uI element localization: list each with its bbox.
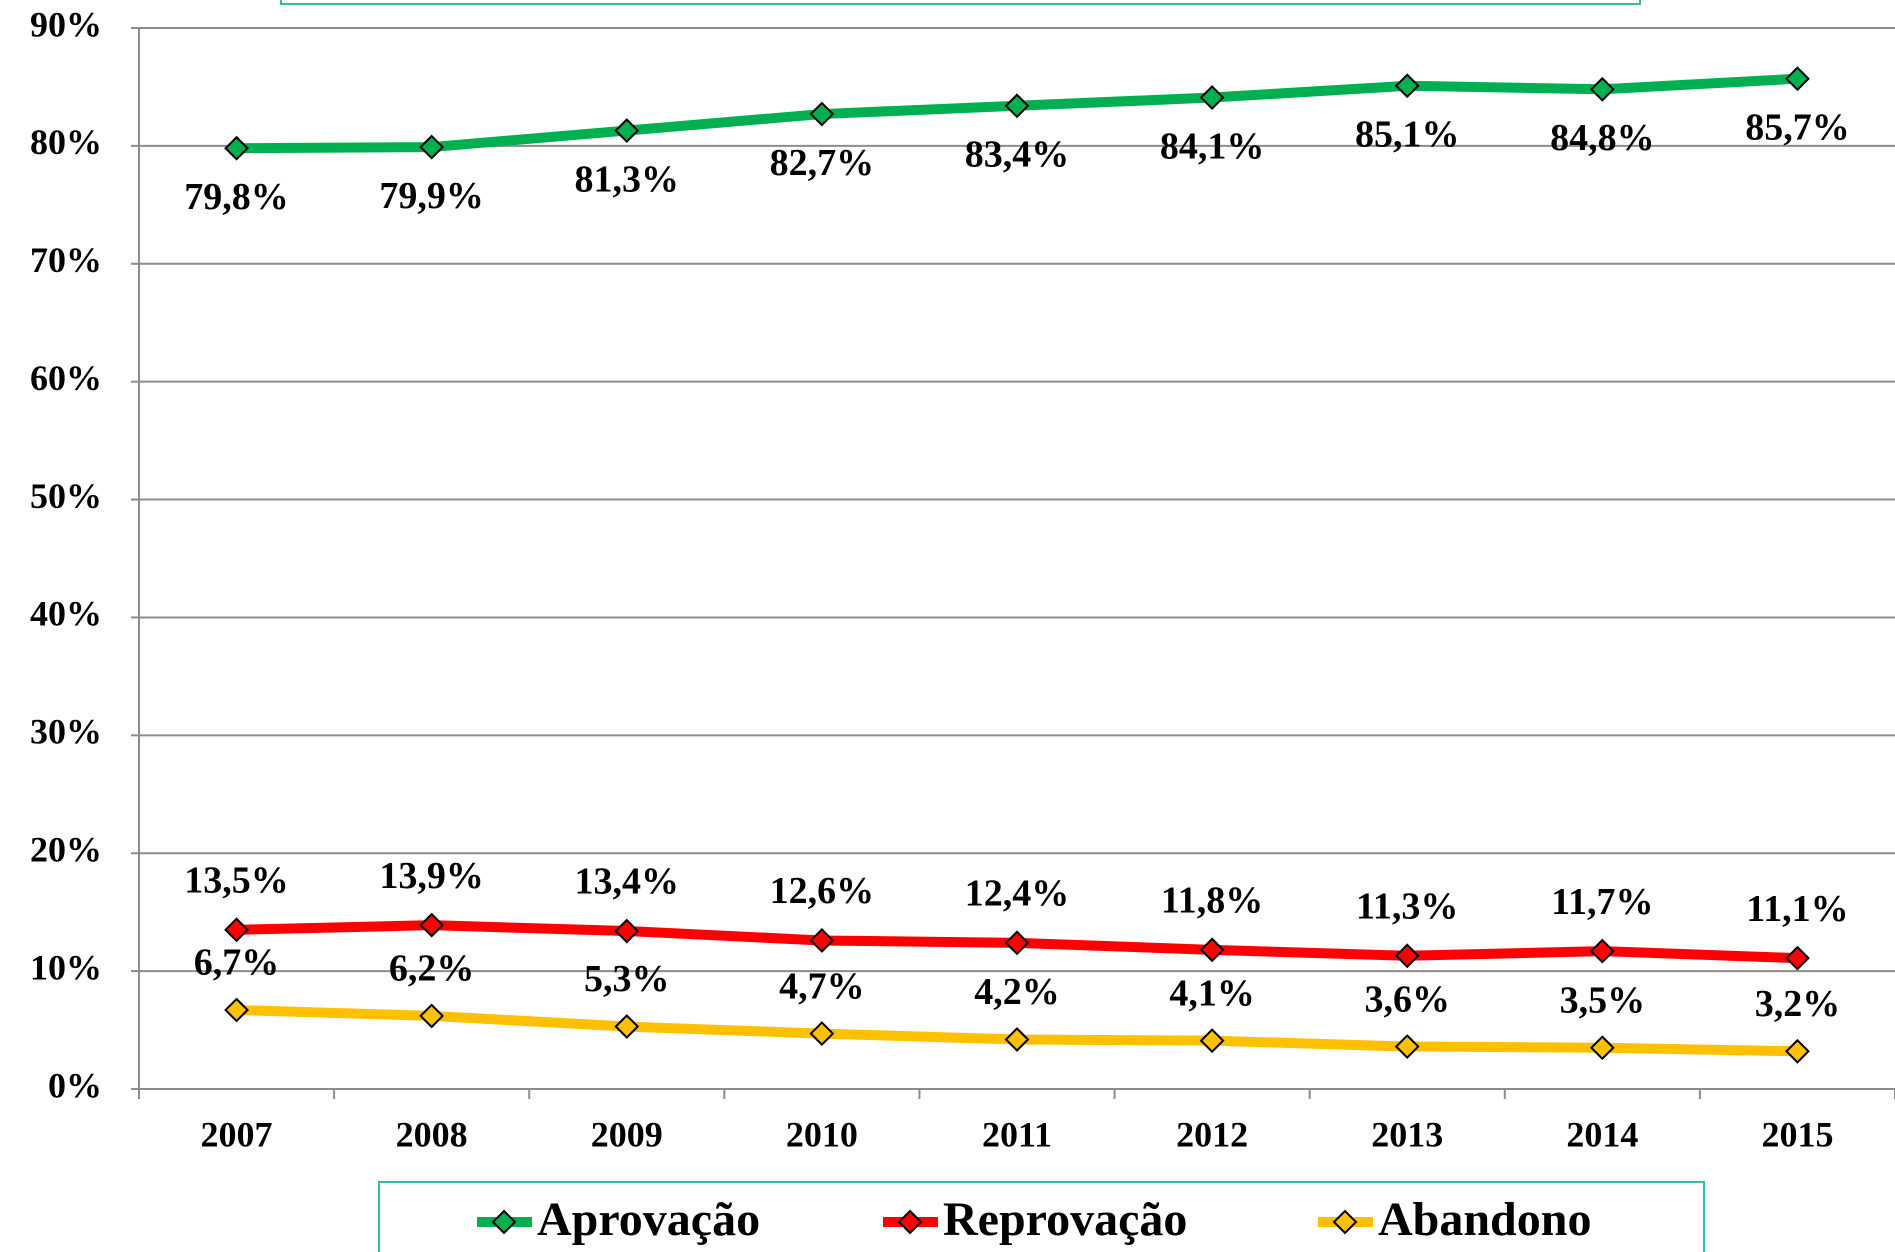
data-label: 3,5%	[1560, 979, 1646, 1021]
data-point	[419, 134, 445, 160]
data-point	[1199, 1028, 1225, 1054]
x-tick-label: 2008	[396, 1114, 468, 1154]
data-point	[224, 135, 249, 161]
data-point	[614, 1014, 640, 1039]
data-point	[809, 928, 835, 953]
x-tick-label: 2007	[201, 1114, 273, 1154]
data-point	[1589, 938, 1615, 964]
y-tick-label: 40%	[30, 594, 102, 634]
data-point	[614, 118, 640, 143]
y-tick-label: 20%	[30, 829, 102, 869]
y-tick-label: 50%	[30, 476, 102, 516]
data-label: 13,5%	[184, 860, 289, 902]
data-point	[1004, 93, 1030, 119]
data-point	[419, 1003, 445, 1029]
data-point	[809, 1021, 835, 1047]
data-label: 5,3%	[584, 958, 670, 1000]
legend-marker	[491, 1209, 517, 1235]
data-label: 11,7%	[1551, 881, 1653, 923]
title-box	[280, 0, 1641, 5]
data-label: 82,7%	[770, 142, 875, 184]
data-label: 4,7%	[779, 965, 865, 1007]
data-point	[1394, 73, 1420, 99]
y-tick-label: 60%	[30, 358, 102, 398]
x-tick-label: 2012	[1176, 1114, 1248, 1154]
data-label: 79,8%	[184, 176, 289, 218]
data-point	[1589, 1035, 1615, 1061]
data-label: 83,4%	[965, 134, 1070, 176]
x-tick-label: 2010	[786, 1114, 858, 1154]
data-label: 4,2%	[974, 971, 1060, 1013]
legend-marker	[897, 1209, 923, 1235]
y-tick-label: 0%	[48, 1065, 102, 1105]
data-label: 3,6%	[1364, 978, 1450, 1020]
data-point	[224, 997, 249, 1023]
data-point	[1004, 930, 1030, 956]
legend-label: Reprovação	[943, 1193, 1187, 1246]
data-label: 4,1%	[1169, 972, 1255, 1014]
data-point	[1199, 937, 1225, 963]
data-point	[1785, 1038, 1810, 1064]
data-label: 12,6%	[770, 870, 875, 912]
data-label: 13,4%	[575, 861, 680, 903]
x-tick-label: 2013	[1371, 1114, 1443, 1154]
y-tick-label: 30%	[30, 712, 102, 752]
y-tick-label: 10%	[30, 947, 102, 987]
data-point	[1394, 943, 1420, 969]
data-label: 79,9%	[379, 175, 484, 217]
data-point	[224, 917, 249, 943]
data-point	[809, 101, 835, 127]
y-tick-label: 90%	[30, 4, 102, 44]
data-point	[1004, 1027, 1030, 1052]
x-tick-label: 2009	[591, 1114, 663, 1154]
data-label: 12,4%	[965, 873, 1070, 915]
data-label: 81,3%	[575, 158, 680, 200]
data-label: 6,2%	[389, 948, 475, 990]
x-tick-label: 2015	[1761, 1114, 1833, 1154]
data-label: 13,9%	[379, 855, 484, 897]
data-label: 11,3%	[1356, 886, 1458, 928]
data-point	[1394, 1034, 1420, 1059]
data-label: 11,1%	[1746, 888, 1848, 930]
x-tick-label: 2014	[1566, 1114, 1638, 1154]
data-label: 11,8%	[1161, 880, 1263, 922]
data-point	[1785, 945, 1810, 971]
data-point	[614, 918, 640, 944]
data-label: 85,1%	[1355, 113, 1460, 155]
data-label: 84,8%	[1550, 117, 1655, 159]
legend-label: Abandono	[1378, 1193, 1591, 1246]
data-point	[1199, 85, 1225, 110]
y-tick-label: 70%	[30, 240, 102, 280]
x-tick-label: 2011	[982, 1114, 1052, 1154]
data-label: 84,1%	[1160, 125, 1265, 167]
legend-label: Aprovação	[537, 1193, 760, 1246]
data-label: 85,7%	[1745, 106, 1850, 148]
data-point	[1785, 66, 1810, 92]
data-point	[419, 912, 445, 938]
legend-marker	[1332, 1209, 1358, 1235]
data-label: 6,7%	[194, 942, 280, 984]
y-tick-label: 80%	[30, 122, 102, 162]
legend-box	[378, 1181, 1705, 1252]
data-label: 3,2%	[1755, 983, 1841, 1025]
data-point	[1589, 76, 1615, 102]
